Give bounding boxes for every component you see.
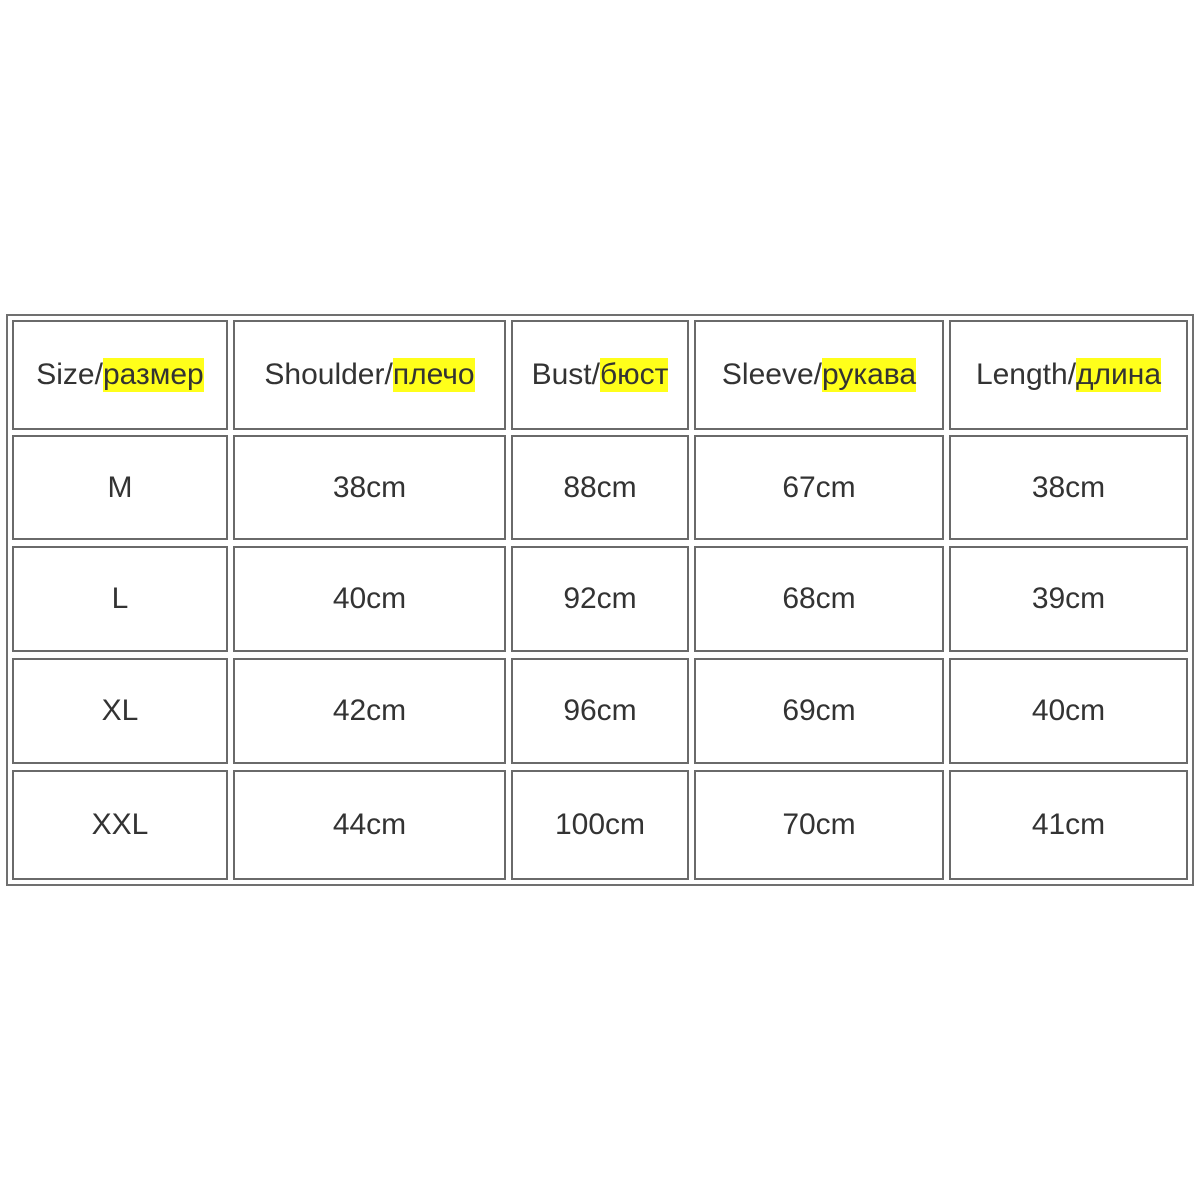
header-text: Sleeve/ [721, 358, 822, 391]
data-cell: 42cm [233, 658, 506, 764]
data-cell: 38cm [949, 435, 1188, 540]
header-highlight: плечо [392, 358, 475, 392]
data-cell: 88cm [511, 435, 689, 540]
size-table: Size/размер Shoulder/плечо Bust/бюст Sleeve… [6, 314, 1194, 886]
header-text: Bust/ [531, 358, 600, 391]
header-cell: Sleeve/рукава [694, 320, 944, 430]
header-highlight: бюст [599, 358, 669, 392]
data-cell: 67cm [694, 435, 944, 540]
data-cell: 44cm [233, 770, 506, 880]
header-highlight: длина [1076, 358, 1162, 392]
header-cell: Shoulder/плечо [233, 320, 506, 430]
header-highlight: рукава [821, 358, 917, 392]
header-text: Size/ [36, 358, 103, 391]
data-cell: 100cm [511, 770, 689, 880]
data-cell: M [12, 435, 228, 540]
data-cell: XL [12, 658, 228, 764]
header-text: Length/ [975, 358, 1077, 391]
data-cell: 69cm [694, 658, 944, 764]
header-cell: Size/размер [12, 320, 228, 430]
data-cell: 38cm [233, 435, 506, 540]
header-cell: Length/длина [949, 320, 1188, 430]
header-highlight: размер [102, 358, 204, 392]
data-cell: XXL [12, 770, 228, 880]
data-cell: 96cm [511, 658, 689, 764]
data-cell: L [12, 546, 228, 652]
data-cell: 40cm [949, 658, 1188, 764]
data-cell: 92cm [511, 546, 689, 652]
data-cell: 70cm [694, 770, 944, 880]
data-cell: 40cm [233, 546, 506, 652]
data-cell: 39cm [949, 546, 1188, 652]
header-text: Shoulder/ [264, 358, 393, 391]
data-cell: 41cm [949, 770, 1188, 880]
header-cell: Bust/бюст [511, 320, 689, 430]
data-cell: 68cm [694, 546, 944, 652]
